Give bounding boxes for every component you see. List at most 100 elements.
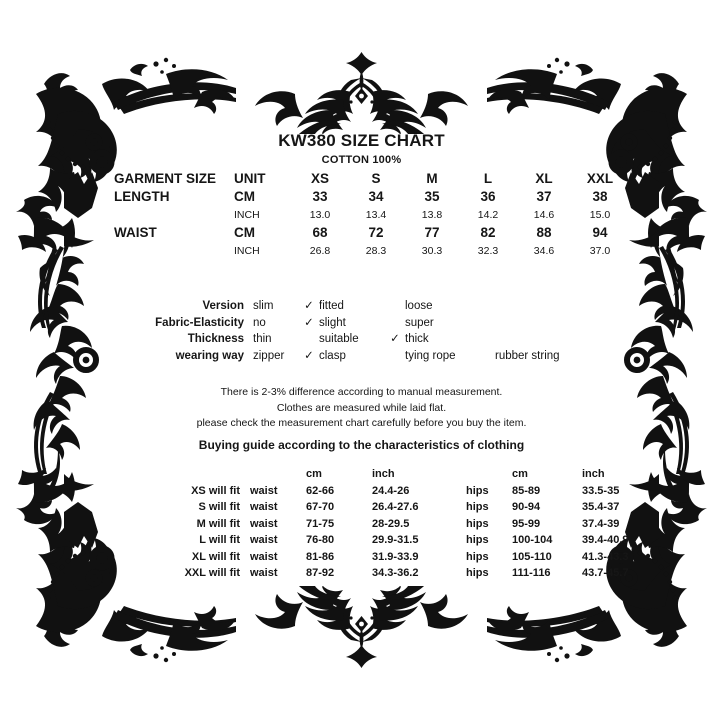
guide-part: waist (250, 501, 278, 513)
option-value[interactable]: zipper (253, 349, 285, 362)
cell-value: 38 (592, 189, 608, 204)
guide-size-label: S will fit (198, 501, 240, 513)
option-value[interactable]: suitable (319, 333, 359, 345)
guide-inch: 34.3-36.2 (372, 567, 419, 579)
option-value[interactable]: thick (405, 333, 429, 345)
guide-part: hips (466, 501, 489, 513)
cell-value: 94 (592, 225, 608, 240)
guide-inch: 26.4-27.6 (372, 501, 419, 513)
option-value[interactable]: loose (405, 300, 433, 312)
guide-part: hips (466, 567, 489, 579)
option-value[interactable]: clasp (319, 349, 346, 362)
option-value[interactable] (495, 315, 560, 332)
option-value[interactable]: fitted (319, 300, 344, 312)
guide-size-label: XL will fit (191, 550, 240, 563)
cell-value: 34 (368, 189, 384, 204)
option-value[interactable] (495, 331, 560, 348)
cell-value: 33 (312, 189, 328, 204)
cell-value: 26.8 (309, 245, 331, 257)
checkmark-icon: ✓ (304, 316, 314, 329)
page-title: KW380 SIZE CHART (278, 131, 445, 150)
option-value[interactable]: slight (319, 316, 346, 329)
option-label-version: Version (202, 300, 244, 312)
header-size-s: S (371, 171, 381, 186)
option-value[interactable]: slim (253, 300, 274, 312)
buying-guide-hips-table: cm inch hips 85-89 33.5-35 hips 90-94 35… (466, 466, 672, 582)
option-value[interactable]: rubber string (495, 349, 560, 362)
measurement-notes: There is 2-3% difference according to ma… (0, 385, 723, 454)
guide-cm: 105-110 (512, 550, 552, 563)
cell-value: 36 (480, 189, 496, 204)
option-value[interactable]: no (253, 316, 266, 329)
header-cm: cm (306, 468, 322, 480)
guide-part: waist (250, 484, 278, 497)
guide-cm: 67-70 (306, 501, 335, 513)
header-cm: cm (512, 468, 528, 480)
cell-value: 68 (312, 225, 328, 240)
row-label-waist: WAIST (114, 225, 157, 240)
row-unit: CM (234, 189, 255, 204)
table-row: XXL will fit waist 87-92 34.3-36.2 (144, 565, 462, 582)
checkmark-icon: ✓ (304, 349, 314, 362)
guide-inch: 39.4-40.9 (582, 534, 629, 546)
option-value[interactable]: super (405, 316, 434, 329)
cell-value: 30.3 (421, 245, 443, 257)
guide-inch: 29.9-31.5 (372, 534, 419, 546)
table-row: INCH 26.8 28.3 30.3 32.3 34.6 37.0 (114, 242, 628, 260)
guide-part: waist (250, 567, 278, 579)
guide-cm: 76-80 (306, 534, 335, 546)
header-size-m: M (426, 171, 438, 186)
cell-value: 72 (368, 225, 384, 240)
note-line-3: please check the measurement chart caref… (196, 417, 527, 429)
cell-value: 82 (480, 225, 496, 240)
checkmark-icon (385, 315, 405, 332)
header-inch: inch (582, 468, 605, 480)
guide-size-label: XXL will fit (184, 567, 240, 579)
guide-cm: 62-66 (306, 484, 335, 497)
cell-value: 15.0 (589, 209, 611, 221)
buying-guide-waist-table: cm inch XS will fit waist 62-66 24.4-26 … (144, 466, 462, 582)
table-row: M will fit waist 71-75 28-29.5 (144, 516, 462, 533)
header-size-xs: XS (310, 171, 329, 186)
cell-value: 28.3 (365, 245, 387, 257)
header-size-l: L (483, 171, 493, 186)
cell-value: 13.8 (421, 209, 443, 221)
guide-size-label: XS will fit (191, 484, 240, 497)
checkmark-icon (385, 298, 405, 315)
guide-part: hips (466, 534, 489, 546)
guide-inch: 37.4-39 (582, 517, 620, 530)
option-value[interactable]: tying rope (405, 349, 456, 362)
table-row: hips 111-116 43.7-45.7 (466, 565, 672, 582)
row-unit: INCH (234, 245, 260, 257)
table-row: hips 90-94 35.4-37 (466, 499, 672, 516)
guide-inch: 31.9-33.9 (372, 550, 419, 563)
guide-part: waist (250, 534, 278, 546)
cell-value: 14.2 (477, 209, 499, 221)
table-row: XS will fit waist 62-66 24.4-26 (144, 483, 462, 500)
table-row: hips 95-99 37.4-39 (466, 516, 672, 533)
guide-inch: 33.5-35 (582, 484, 620, 497)
header-unit: UNIT (234, 171, 266, 186)
row-label-empty (114, 242, 234, 260)
checkmark-icon (299, 331, 319, 348)
table-row: WAIST CM 68 72 77 82 88 94 (114, 224, 628, 242)
cell-value: 13.0 (309, 209, 331, 221)
guide-part: waist (250, 517, 278, 530)
table-row: LENGTH CM 33 34 35 36 37 38 (114, 188, 628, 206)
guide-cm: 100-104 (512, 534, 553, 546)
option-value[interactable] (495, 298, 560, 315)
row-unit: CM (234, 225, 255, 240)
option-row-thickness: Thickness thin suitable ✓ thick (138, 331, 560, 348)
cell-value: 34.6 (533, 245, 555, 257)
cell-value: 13.4 (365, 209, 387, 221)
option-row-wearing-way: wearing way zipper ✓ clasp tying rope ru… (138, 348, 560, 365)
header-size-xxl: XXL (586, 171, 614, 186)
option-label-thickness: Thickness (187, 333, 244, 345)
guide-cm: 71-75 (306, 517, 335, 530)
guide-cm: 111-116 (512, 567, 551, 579)
characteristics-table: Version slim ✓ fitted loose Fabric-Elast… (138, 298, 560, 365)
guide-cm: 81-86 (306, 550, 335, 563)
option-value[interactable]: thin (253, 333, 272, 345)
guide-inch: 24.4-26 (372, 484, 410, 497)
